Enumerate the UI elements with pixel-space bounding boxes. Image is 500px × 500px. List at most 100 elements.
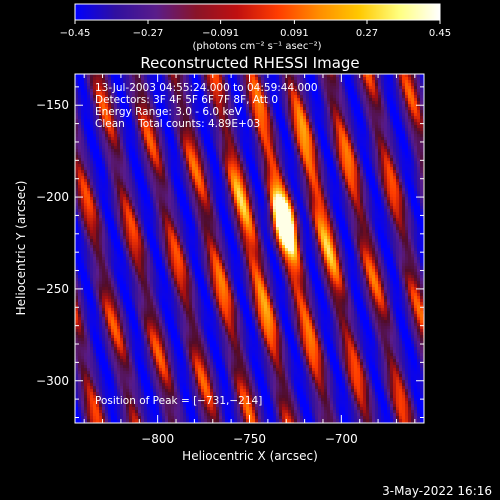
- heatmap-cell: [318, 164, 322, 168]
- heatmap-cell: [387, 182, 391, 186]
- heatmap-cell: [327, 92, 331, 96]
- heatmap-cell: [237, 200, 241, 204]
- heatmap-cell: [393, 152, 397, 156]
- heatmap-cell: [297, 185, 301, 189]
- heatmap-cell: [156, 158, 160, 162]
- heatmap-cell: [357, 125, 361, 129]
- heatmap-cell: [336, 155, 340, 159]
- heatmap-cell: [384, 161, 388, 165]
- heatmap-cell: [120, 143, 124, 147]
- heatmap-cell: [318, 143, 322, 147]
- heatmap-cell: [93, 179, 97, 183]
- heatmap-cell: [240, 125, 244, 129]
- heatmap-cell: [177, 143, 181, 147]
- heatmap-cell: [81, 125, 85, 129]
- heatmap-cell: [105, 98, 109, 102]
- heatmap-cell: [210, 158, 214, 162]
- heatmap-cell: [81, 74, 85, 78]
- heatmap-cell: [360, 167, 364, 171]
- heatmap-cell: [273, 155, 277, 159]
- heatmap-cell: [150, 182, 154, 186]
- heatmap-cell: [228, 188, 232, 192]
- heatmap-cell: [75, 167, 79, 171]
- heatmap-cell: [168, 155, 172, 159]
- heatmap-cell: [132, 197, 136, 201]
- heatmap-cell: [150, 128, 154, 132]
- heatmap-cell: [258, 200, 262, 204]
- heatmap-cell: [162, 179, 166, 183]
- heatmap-cell: [402, 185, 406, 189]
- heatmap-cell: [237, 146, 241, 150]
- heatmap-cell: [258, 128, 262, 132]
- heatmap-cell: [111, 197, 115, 201]
- heatmap-cell: [237, 173, 241, 177]
- heatmap-cell: [207, 137, 211, 141]
- heatmap-cell: [201, 155, 205, 159]
- heatmap-cell: [258, 83, 262, 87]
- heatmap-cell: [207, 191, 211, 195]
- heatmap-cell: [102, 140, 106, 144]
- heatmap-cell: [114, 152, 118, 156]
- heatmap-cell: [198, 140, 202, 144]
- heatmap-cell: [129, 89, 133, 93]
- heatmap-cell: [336, 92, 340, 96]
- heatmap-cell: [156, 191, 160, 195]
- heatmap-cell: [114, 116, 118, 120]
- heatmap-cell: [345, 149, 349, 153]
- heatmap-cell: [252, 134, 256, 138]
- heatmap-cell: [99, 158, 103, 162]
- heatmap-cell: [120, 92, 124, 96]
- heatmap-cell: [417, 125, 421, 129]
- heatmap-cell: [261, 188, 265, 192]
- heatmap-cell: [237, 197, 241, 201]
- heatmap-cell: [375, 119, 379, 123]
- heatmap-cell: [117, 74, 121, 78]
- heatmap-cell: [312, 134, 316, 138]
- heatmap-cell: [105, 95, 109, 99]
- heatmap-cell: [228, 86, 232, 90]
- heatmap-cell: [126, 176, 130, 180]
- heatmap-cell: [102, 101, 106, 105]
- heatmap-cell: [306, 191, 310, 195]
- heatmap-cell: [138, 104, 142, 108]
- heatmap-cell: [294, 143, 298, 147]
- heatmap-cell: [357, 137, 361, 141]
- heatmap-cell: [189, 200, 193, 204]
- heatmap-cell: [186, 101, 190, 105]
- heatmap-cell: [159, 77, 163, 81]
- heatmap-cell: [129, 107, 133, 111]
- heatmap-cell: [153, 137, 157, 141]
- heatmap-cell: [102, 131, 106, 135]
- heatmap-cell: [369, 134, 373, 138]
- heatmap-cell: [342, 197, 346, 201]
- heatmap-cell: [297, 125, 301, 129]
- heatmap-cell: [84, 104, 88, 108]
- heatmap-cell: [312, 80, 316, 84]
- heatmap-cell: [243, 113, 247, 117]
- heatmap-cell: [201, 161, 205, 165]
- heatmap-cell: [189, 158, 193, 162]
- heatmap-cell: [87, 200, 91, 204]
- heatmap-cell: [351, 83, 355, 87]
- heatmap-cell: [111, 80, 115, 84]
- heatmap-cell: [132, 125, 136, 129]
- heatmap-cell: [198, 188, 202, 192]
- heatmap-cell: [165, 131, 169, 135]
- heatmap-cell: [87, 182, 91, 186]
- heatmap-cell: [309, 104, 313, 108]
- heatmap-cell: [165, 83, 169, 87]
- heatmap-cell: [123, 125, 127, 129]
- heatmap-cell: [309, 80, 313, 84]
- heatmap-cell: [93, 164, 97, 168]
- heatmap-cell: [249, 137, 253, 141]
- heatmap-cell: [231, 182, 235, 186]
- heatmap-cell: [78, 143, 82, 147]
- heatmap-cell: [402, 98, 406, 102]
- heatmap-cell: [369, 104, 373, 108]
- heatmap-cell: [315, 119, 319, 123]
- heatmap-cell: [228, 143, 232, 147]
- heatmap-cell: [159, 176, 163, 180]
- heatmap-cell: [180, 122, 184, 126]
- heatmap-cell: [399, 158, 403, 162]
- heatmap-cell: [345, 89, 349, 93]
